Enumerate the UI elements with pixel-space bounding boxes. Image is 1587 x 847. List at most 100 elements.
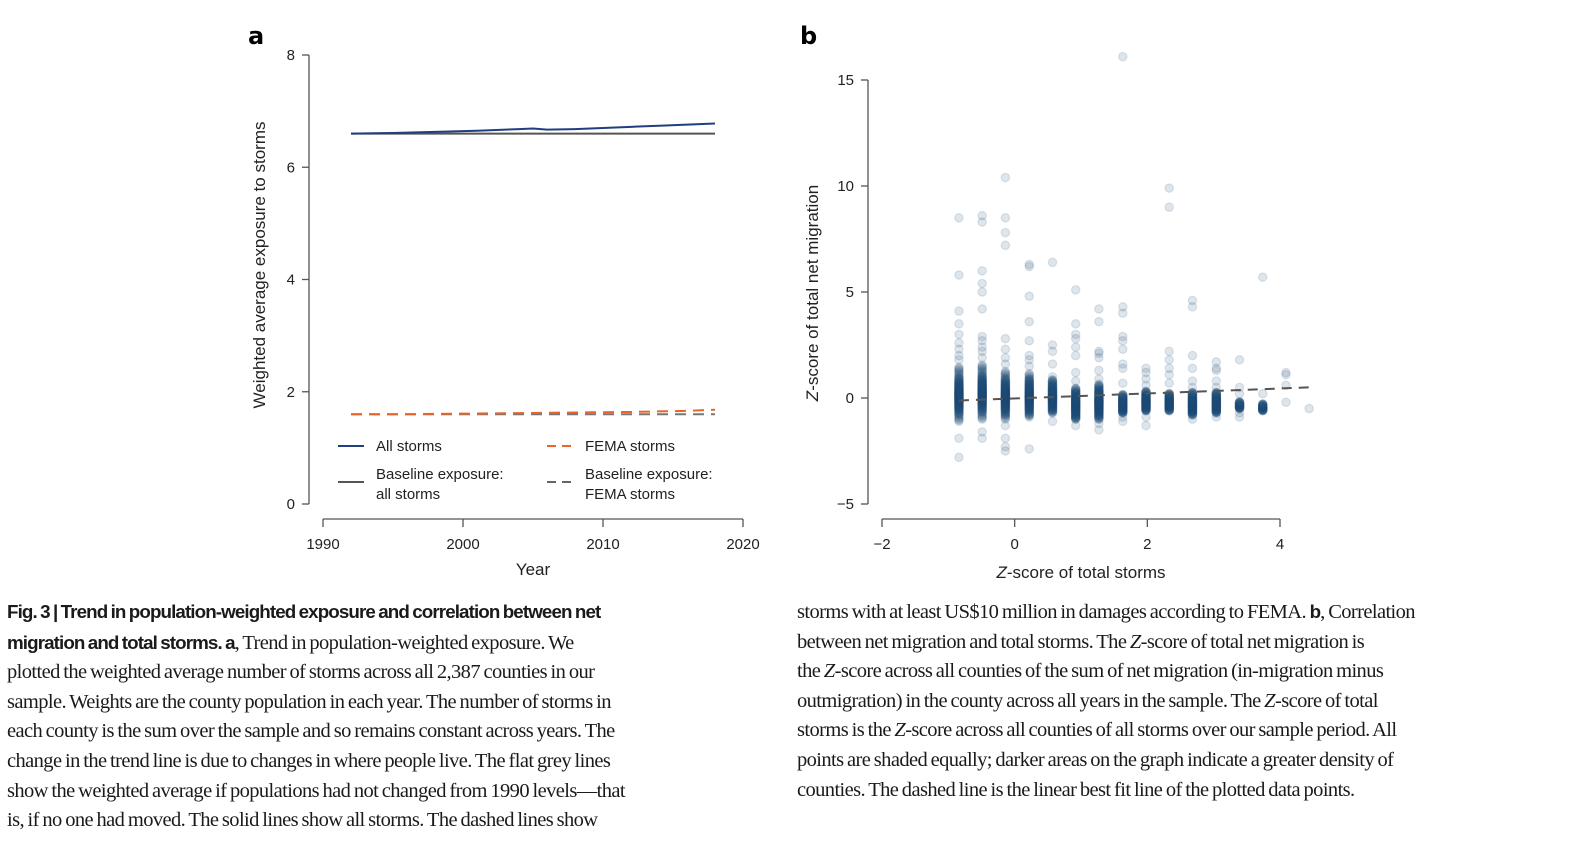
scatter-point [1024,377,1035,387]
scatter-point [1024,380,1035,390]
scatter-point [1117,302,1128,312]
scatter-point [977,400,987,411]
scatter-point [1187,401,1198,412]
scatter-point [1164,401,1175,411]
scatter-point [1211,395,1222,406]
scatter-point [1047,416,1058,427]
scatter-point [1094,404,1104,415]
scatter-point [1117,402,1128,413]
scatter-point [1211,400,1222,410]
scatter-point [1000,401,1011,412]
scatter-point [1211,396,1222,407]
scatter-point [1211,395,1222,405]
scatter-point [954,382,964,393]
scatter-point [1047,346,1058,357]
scatter-point [1000,386,1011,397]
scatter-point [1000,403,1011,414]
scatter-point [954,387,964,398]
scatter-point [1234,399,1245,410]
scatter-point [1094,399,1104,410]
scatter-point [1070,395,1081,405]
scatter-point [1141,395,1151,406]
scatter-point [1117,406,1128,417]
scatter-point [1257,404,1268,415]
series-line-fema-storms [351,408,716,416]
scatter-point [1000,405,1011,416]
scatter-point [954,373,964,383]
scatter-point [1070,383,1081,394]
scatter-point [1094,401,1104,412]
scatter-point [1117,395,1128,405]
scatter-point [954,403,964,414]
scatter-point [954,384,964,395]
scatter-point [954,388,964,399]
scatter-point [1257,400,1268,411]
legend-label: Baseline exposure: [585,466,713,483]
scatter-point [977,406,987,417]
x-tick-label: 2020 [726,536,759,553]
scatter-point [1000,352,1011,363]
scatter-point [1000,404,1011,415]
scatter-point [1024,261,1035,272]
scatter-point [954,374,964,384]
scatter-point [1070,398,1081,408]
scatter-point [954,350,964,361]
scatter-point [1187,395,1198,405]
scatter-point [1211,399,1222,410]
scatter-point [954,389,964,400]
scatter-point [977,386,987,397]
scatter-point [1141,396,1151,406]
scatter-point [1047,402,1058,413]
scatter-point [1070,392,1081,403]
scatter-point [1117,404,1128,415]
scatter-point [954,373,964,383]
scatter-point [977,414,987,424]
scatter-point [1000,380,1011,390]
scatter-point [1187,399,1198,410]
scatter-point [954,375,964,385]
scatter-point [1164,400,1175,411]
scatter-point [1281,369,1291,380]
scatter-point [1070,402,1081,412]
scatter-point [1141,397,1151,408]
caption-line: counties. The dashed line is the linear … [797,778,1355,801]
scatter-point [977,304,987,314]
scatter-point [1164,346,1175,357]
scatter-point [977,380,987,391]
y-tick-label: 2 [287,384,295,401]
scatter-point [1164,398,1175,409]
scatter-point [1094,379,1104,390]
scatter-point [1070,392,1081,403]
scatter-point [1187,409,1198,420]
scatter-point [1257,402,1268,413]
scatter-point [1211,397,1222,407]
scatter-point [1000,213,1011,223]
scatter-point [1117,397,1128,407]
scatter-point [977,376,987,386]
scatter-point [1257,404,1268,415]
y-axis-title: Weighted average exposure to storms [250,122,269,409]
scatter-point [1000,384,1011,395]
scatter-point [1141,396,1151,406]
scatter-point [954,410,964,420]
scatter-point [1070,390,1081,400]
scatter-point [1024,400,1035,411]
scatter-point [1047,406,1058,417]
scatter-point [1211,401,1222,412]
scatter-point [1117,404,1128,415]
scatter-point [1024,398,1035,409]
scatter-point [1070,384,1081,395]
scatter-point [1000,433,1011,444]
scatter-point [1024,404,1035,415]
scatter-point [1047,376,1058,386]
scatter-point [954,389,964,399]
scatter-point [1164,397,1175,408]
scatter-point [1164,402,1175,413]
scatter-point [954,388,964,399]
scatter-point [1000,399,1011,410]
scatter-point [1047,380,1058,391]
scatter-point [1117,402,1128,413]
scatter-point [1047,399,1058,409]
scatter-point [1000,400,1011,411]
scatter-point [1141,401,1151,412]
